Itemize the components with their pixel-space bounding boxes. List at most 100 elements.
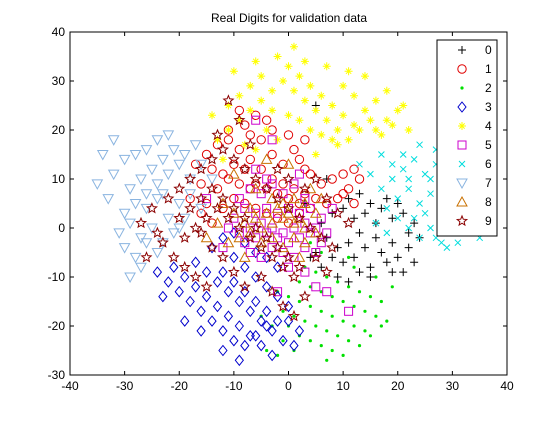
data-point-6 [367,170,374,178]
data-point-1 [354,174,365,184]
data-point-3 [262,280,272,293]
data-point-5 [251,208,261,218]
data-point-9 [216,143,229,155]
data-point-1 [218,203,228,214]
data-point-1 [338,189,348,199]
data-point-1 [305,169,316,179]
data-point-9 [227,265,240,278]
y-tick-label: 40 [52,25,66,39]
data-point-9 [298,290,311,302]
y-tick-label: -20 [48,319,66,333]
data-point-4 [328,135,337,144]
data-point-7 [167,145,180,156]
legend-label-9: 9 [485,214,492,228]
x-tick-label: -10 [225,379,243,393]
data-point-5 [256,218,266,228]
data-point-2 [352,265,356,269]
data-point-8 [238,217,251,228]
data-point-2 [265,348,269,353]
data-point-9 [320,192,333,204]
data-point-6 [394,214,402,222]
data-point-9 [173,182,186,194]
y-tick-label: -10 [48,270,66,284]
data-point-4 [284,111,293,120]
data-point-3 [240,339,250,352]
data-point-6 [378,185,385,193]
legend-label-0: 0 [485,43,492,57]
data-point-1 [349,198,359,209]
data-point-5 [300,243,310,253]
x-tick-label: 0 [285,379,292,393]
data-point-3 [174,285,184,298]
data-point-6 [421,170,429,178]
data-point-4 [371,126,380,134]
data-point-5 [256,252,266,262]
data-point-3 [169,261,179,274]
data-point-0 [377,204,386,213]
data-point-2 [275,353,280,357]
data-point-1 [201,198,212,209]
data-point-2 [368,295,373,299]
data-point-7 [195,203,207,215]
data-point-7 [189,140,202,151]
data-point-6 [372,219,380,227]
data-point-4 [360,106,369,115]
data-point-0 [344,194,353,203]
data-point-1 [234,105,245,116]
data-point-2 [308,285,312,289]
legend-label-2: 2 [485,81,492,95]
data-point-1 [327,174,337,184]
data-point-9 [135,216,148,229]
data-point-9 [282,172,295,185]
data-point-8 [282,158,295,169]
data-point-2 [330,348,334,353]
data-point-5 [316,213,326,223]
data-point-1 [267,174,277,184]
data-point-3 [218,231,228,244]
data-point-5 [316,238,326,248]
data-point-5 [240,238,250,248]
data-point-9 [227,202,240,214]
data-point-9 [282,251,295,263]
legend-label-6: 6 [485,157,492,171]
data-point-0 [355,189,364,198]
data-point-4 [339,81,348,90]
data-point-7 [118,154,131,166]
data-point-1 [245,154,255,165]
data-point-1 [289,144,299,155]
data-point-0 [399,268,408,277]
data-point-4 [224,101,233,110]
data-point-6 [394,195,402,202]
data-point-5 [300,267,310,277]
data-point-0 [322,175,331,183]
legend-marker-6 [458,160,466,168]
data-point-4 [333,140,342,149]
data-point-1 [223,174,234,184]
data-point-2 [314,324,318,328]
data-point-1 [218,169,228,179]
data-point-4 [322,116,331,125]
data-point-5 [234,228,244,238]
data-point-5 [256,189,266,199]
data-point-7 [107,169,120,181]
legend-label-5: 5 [485,138,492,152]
data-point-7 [129,199,142,210]
data-point-3 [229,276,239,288]
data-point-4 [317,130,326,139]
data-point-8 [282,207,295,218]
data-point-3 [251,295,261,308]
data-point-2 [346,339,351,343]
data-point-7 [162,130,175,141]
data-point-7 [157,238,169,249]
data-point-9 [162,192,175,204]
legend-marker-2 [460,86,464,90]
data-point-9 [260,182,273,194]
data-point-0 [382,258,391,267]
data-point-6 [399,165,407,173]
data-point-9 [189,221,202,234]
data-point-1 [272,189,283,199]
data-point-7 [124,272,136,284]
data-point-7 [184,189,197,200]
